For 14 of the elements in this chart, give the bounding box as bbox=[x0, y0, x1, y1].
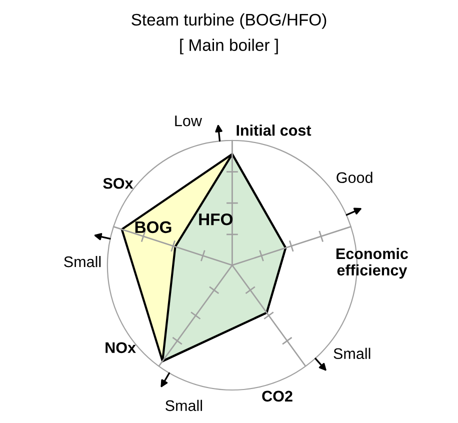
legend-label: BOG bbox=[135, 221, 172, 234]
text: Small bbox=[64, 256, 101, 268]
chart-subtitle: [ Main boiler ] bbox=[180, 38, 278, 54]
spoke-label: NOx bbox=[106, 342, 136, 354]
spoke-label: Initial cost bbox=[236, 124, 312, 136]
chart-title: Steam turbine (BOG/HFO) bbox=[132, 13, 326, 29]
spoke-label: SOx bbox=[103, 178, 134, 189]
text: Good bbox=[336, 172, 372, 184]
text: Low bbox=[175, 116, 202, 126]
series-label: HFO bbox=[199, 213, 233, 226]
text: Small bbox=[166, 400, 202, 412]
spoke-label: CO2 bbox=[262, 390, 292, 402]
spoke-label: Economic efficiency bbox=[336, 248, 408, 279]
text: Small bbox=[334, 348, 370, 360]
